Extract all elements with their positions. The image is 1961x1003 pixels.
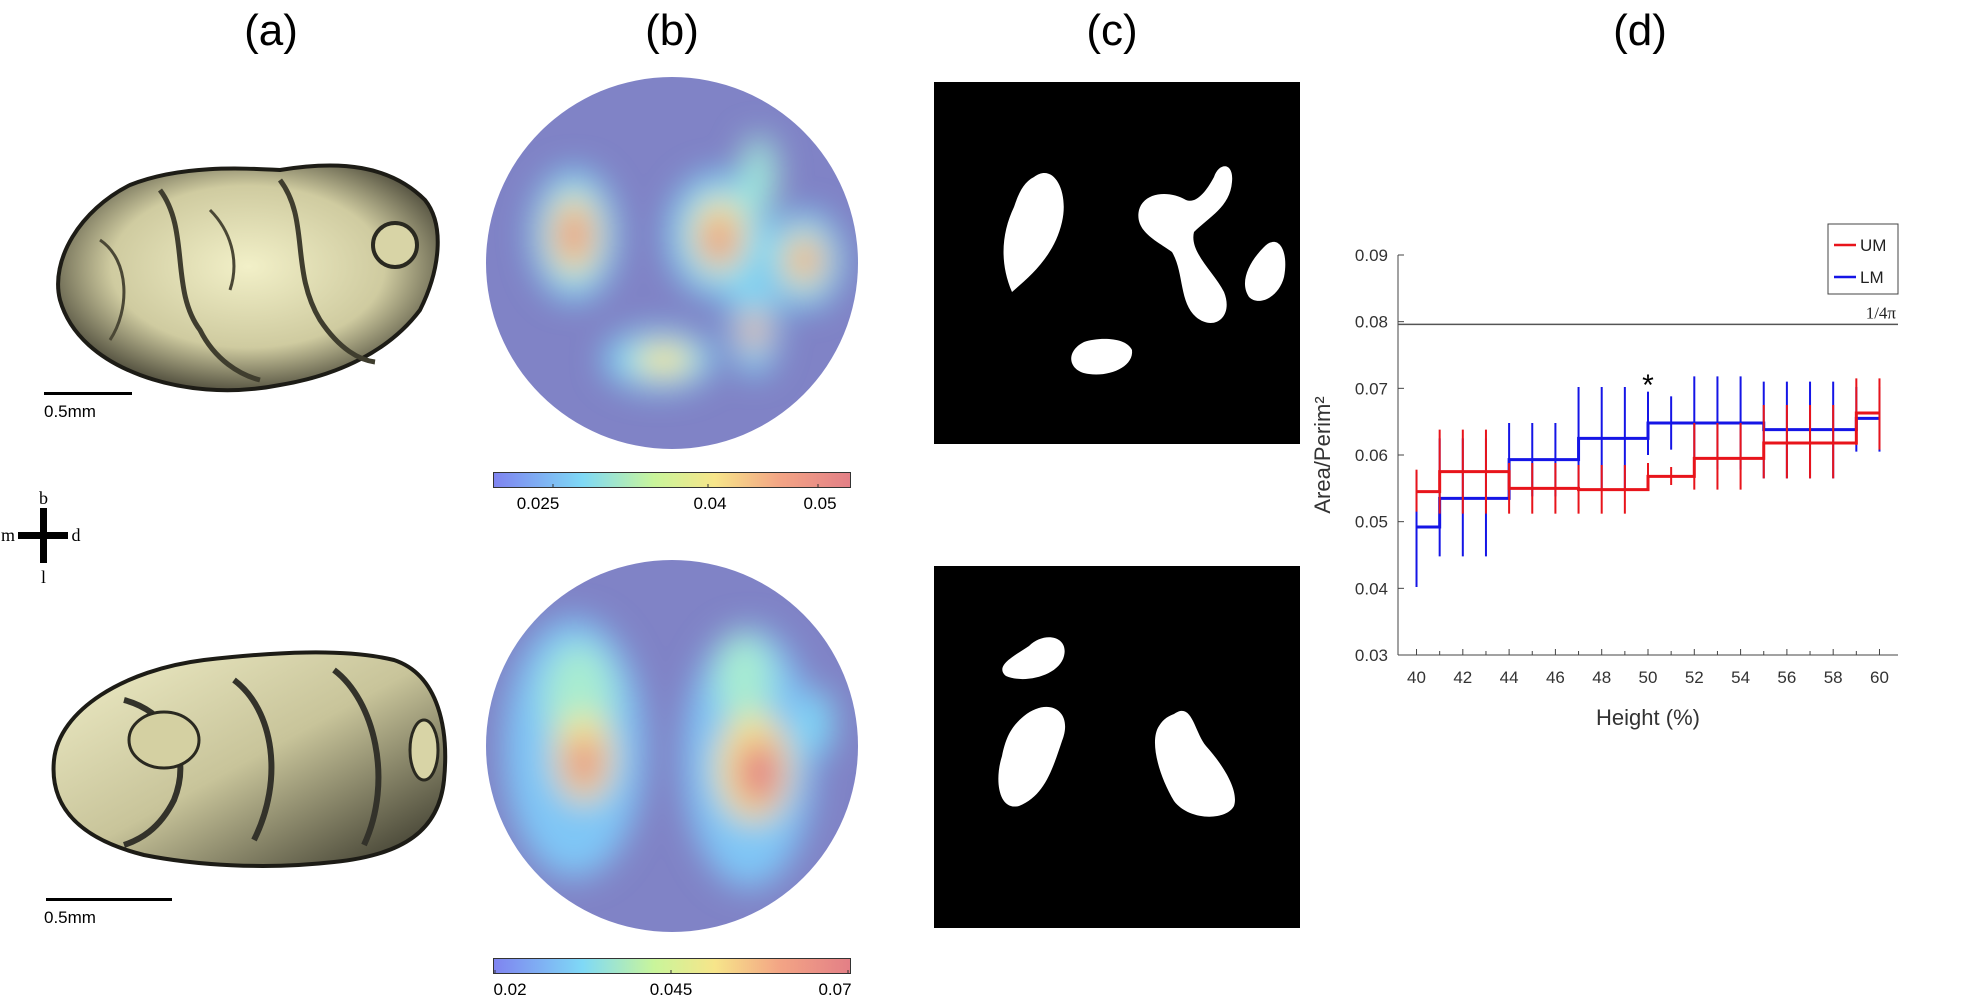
y-tick-label: 0.04 (1355, 579, 1388, 598)
x-tick-label: 42 (1453, 668, 1472, 687)
compass-right: d (72, 525, 81, 545)
x-tick-label: 40 (1407, 668, 1426, 687)
y-tick-label: 0.07 (1355, 379, 1388, 398)
legend-box (1827, 223, 1899, 295)
colorbar-lower-tick-1: 0.02 (493, 980, 527, 999)
binary-mask-lower (934, 566, 1300, 928)
x-tick-label: 58 (1824, 668, 1843, 687)
colorbar-upper-tick-2: 0.04 (693, 494, 727, 513)
colorbar-lower-tick-2: 0.045 (649, 980, 693, 999)
y-axis-label: Area/Perim² (1310, 396, 1335, 513)
y-tick-label: 0.08 (1355, 313, 1388, 332)
scale-bar-lower (46, 898, 172, 901)
orientation-compass: b l m d (1, 490, 81, 587)
y-tick-label: 0.05 (1355, 513, 1388, 532)
colorbar-upper-tick-1: 0.025 (516, 494, 560, 513)
compass-left: m (1, 525, 15, 545)
colorbar-lower-tick-3: 0.07 (818, 980, 852, 999)
scale-label-upper: 0.5mm (44, 402, 96, 421)
x-tick-label: 44 (1500, 668, 1519, 687)
x-tick-label: 46 (1546, 668, 1565, 687)
x-tick-label: 50 (1639, 668, 1658, 687)
panel-label-c: (c) (1086, 6, 1138, 55)
reference-line-label: 1/4π (1866, 303, 1897, 322)
scale-bar-upper (44, 392, 132, 395)
colorbar-lower (493, 958, 851, 974)
x-tick-label: 48 (1592, 668, 1611, 687)
series-line-lm (1416, 416, 1880, 529)
panel-label-b: (b) (645, 6, 699, 55)
binary-blobs-lower (998, 637, 1235, 817)
panel-label-a: (a) (244, 6, 298, 55)
compass-bottom: l (41, 567, 46, 587)
y-tick-label: 0.09 (1355, 246, 1388, 265)
x-tick-label: 54 (1731, 668, 1750, 687)
legend-label-lm: LM (1860, 268, 1884, 287)
y-tick-label: 0.03 (1355, 646, 1388, 665)
x-tick-label: 56 (1777, 668, 1796, 687)
tooth-render-upper (56, 163, 440, 393)
x-axis-label: Height (%) (1596, 705, 1700, 730)
panel-label-d: (d) (1613, 6, 1667, 55)
colorbar-upper-tick-3: 0.05 (803, 494, 837, 513)
x-tick-label: 60 (1870, 668, 1889, 687)
colorbar-upper (493, 472, 851, 488)
heatmap-upper (486, 77, 858, 449)
heatmap-lower (486, 560, 858, 932)
scale-label-lower: 0.5mm (44, 908, 96, 927)
y-tick-label: 0.06 (1355, 446, 1388, 465)
binary-blobs-upper (1003, 166, 1286, 375)
binary-mask-upper (934, 82, 1300, 444)
compass-top: b (39, 490, 48, 508)
tooth-render-lower (51, 650, 448, 868)
significance-marker: * (1642, 369, 1654, 402)
legend-label-um: UM (1860, 236, 1886, 255)
ratio-chart: 0.03 0.04 0.05 0.06 0.07 0.08 0.09 40 42 44 46 48 50… (1310, 223, 1899, 730)
series-line-um (1416, 411, 1880, 494)
x-tick-label: 52 (1685, 668, 1704, 687)
